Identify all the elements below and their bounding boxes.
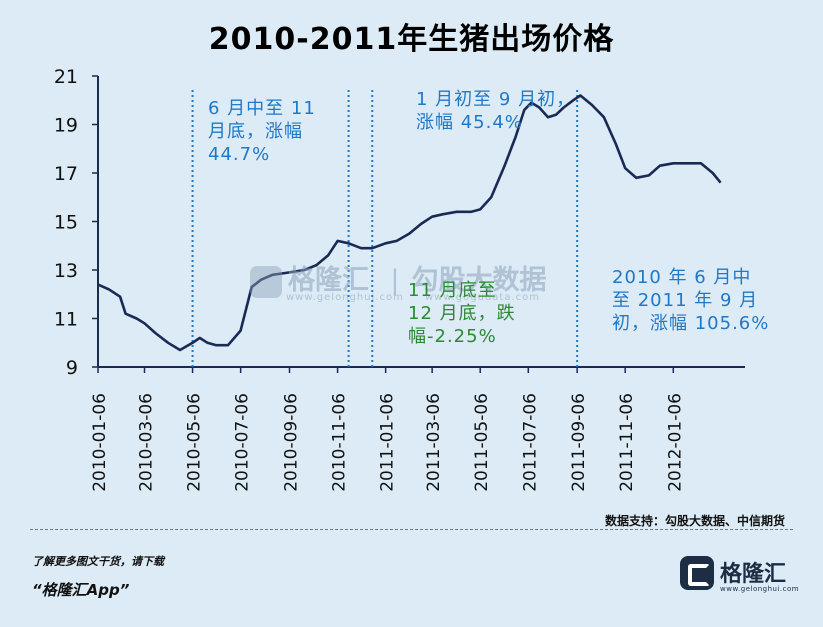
annotation-line: 月底，涨幅 [208, 121, 303, 142]
y-tick-label: 17 [54, 163, 78, 185]
y-tick-labels: 9 11 13 15 17 19 21 [54, 66, 98, 379]
y-tick-label: 21 [54, 66, 78, 88]
x-tick-label: 2010-01-06 [90, 393, 110, 492]
price-series [97, 94, 722, 352]
x-tick-label: 2010-05-06 [185, 393, 205, 492]
price-line [97, 94, 722, 352]
annotation-line: 涨幅 45.4% [416, 112, 523, 133]
watermark-brand: 格隆汇 [288, 265, 369, 296]
annotation-line: 11 月底至 [408, 280, 497, 301]
x-tick-label: 2010-11-06 [330, 393, 350, 492]
brand-name: 格隆汇 [720, 562, 787, 587]
x-tick-label: 2011-07-06 [520, 393, 540, 492]
annotation-period-2: 1 月初至 9 月初， 涨幅 45.4% [416, 88, 591, 134]
chart-title: 2010-2011年生猪出场价格 [208, 22, 615, 57]
y-tick-label: 13 [54, 260, 78, 282]
brand-url: www.gelonghui.com [720, 585, 800, 593]
y-tick-label: 11 [54, 309, 78, 331]
annotation-line: 1 月初至 9 月初， [416, 89, 576, 110]
annotation-line: 幅-2.25% [408, 326, 497, 347]
annotation-line: 2010 年 6 月中 [612, 267, 752, 288]
x-tick-label: 2010-09-06 [281, 393, 301, 492]
watermark-divider: | [390, 265, 400, 296]
divider [30, 529, 793, 530]
annotation-line: 6 月中至 11 [208, 98, 316, 119]
annotation-period-3: 11 月底至 12 月底，跌 幅-2.25% [408, 279, 528, 348]
x-tick-label: 2011-05-06 [472, 393, 492, 492]
data-source: 数据支持：勾股大数据、中信期货 [604, 514, 785, 528]
x-tick-label: 2011-03-06 [424, 393, 444, 492]
watermark: 格隆汇 | 勾股大数据 www.gelonghui.com www.gogudat… [250, 258, 547, 303]
gelonghui-logo-icon [680, 556, 714, 590]
annotation-period-1: 6 月中至 11 月底，涨幅 44.7% [208, 97, 348, 166]
x-tick-label: 2010-03-06 [136, 393, 156, 492]
download-note: 了解更多图文干货，请下载 [32, 555, 164, 568]
y-tick-label: 15 [54, 212, 78, 234]
x-tick-label: 2011-09-06 [569, 393, 589, 492]
y-tick-label: 19 [54, 115, 78, 137]
watermark-logo-icon [250, 265, 282, 298]
watermark-partner: 勾股大数据 [411, 265, 547, 296]
app-name: “格隆汇App” [32, 581, 130, 599]
annotation-line: 44.7% [208, 144, 271, 165]
watermark-partner-url: www.gogudata.com [425, 292, 541, 303]
period-marker-lines [191, 90, 579, 367]
annotation-period-4: 2010 年 6 月中 至 2011 年 9 月 初，涨幅 105.6% [612, 266, 787, 335]
brand-logo[interactable]: 格隆汇 www.gelonghui.com [680, 553, 799, 597]
watermark-brand-url: www.gelonghui.com [286, 292, 404, 303]
y-tick-label: 9 [66, 357, 78, 379]
x-tick-label: 2011-01-06 [378, 393, 398, 492]
x-tick-label: 2011-11-06 [617, 393, 637, 492]
annotation-line: 初，涨幅 105.6% [612, 313, 770, 334]
annotation-line: 至 2011 年 9 月 [612, 290, 759, 311]
x-tick-label: 2012-01-06 [665, 393, 685, 492]
x-tick-label: 2010-07-06 [233, 393, 253, 492]
annotation-line: 12 月底，跌 [408, 303, 516, 324]
x-tick-labels: 2010-01-06 2010-03-06 2010-05-06 2010-07-06… [90, 367, 685, 492]
